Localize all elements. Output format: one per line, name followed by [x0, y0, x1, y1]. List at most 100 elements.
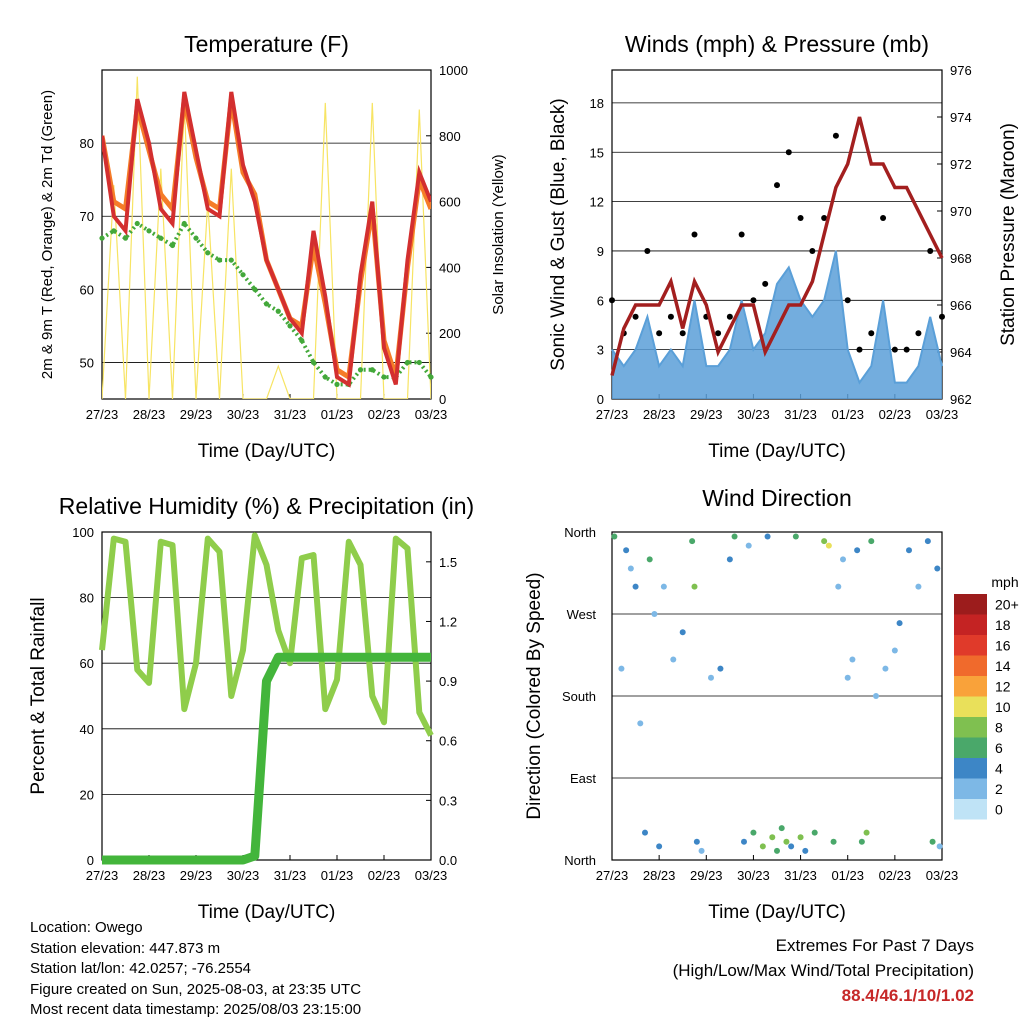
legend-label: 6 [995, 740, 1003, 756]
gust-point [679, 330, 686, 337]
direction-xtick-label: 27/23 [596, 868, 629, 883]
winds-y2tick-label: 974 [950, 110, 972, 125]
humidity-ytick-label: 20 [80, 787, 94, 802]
latlon-text: Station lat/lon: 42.0257; -76.2554 [30, 960, 252, 977]
direction-ytick-label: North [564, 853, 596, 868]
winds-ytick-label: 6 [597, 293, 604, 308]
humidity-y2tick-label: 0.9 [439, 674, 457, 689]
legend-label: 20+ [995, 596, 1019, 612]
gust-point [774, 182, 780, 189]
humidity-xtick-label: 03/23 [415, 868, 448, 883]
legend-label: 18 [995, 617, 1011, 633]
humidity-ytick-label: 100 [72, 525, 94, 540]
direction-point [660, 583, 667, 590]
legend-swatch [954, 778, 987, 799]
gust-point [797, 215, 804, 222]
direction-point [764, 533, 771, 540]
gust-point [821, 215, 828, 222]
gust-point [715, 330, 722, 337]
gust-point [844, 297, 851, 304]
temperature-xtick-label: 30/23 [227, 407, 260, 422]
temperature-xtick-label: 03/23 [415, 407, 448, 422]
direction-point [840, 556, 846, 563]
temperature-y2label: Solar Insolation (Yellow) [490, 154, 507, 314]
winds-ytick-label: 18 [590, 96, 604, 111]
direction-point [637, 720, 644, 727]
direction-point [691, 583, 698, 590]
winds-y2tick-label: 972 [950, 157, 972, 172]
direction-ytick-label: West [567, 607, 597, 622]
winds-xtick-label: 01/23 [831, 407, 864, 422]
humidity-xtick-label: 02/23 [368, 868, 401, 883]
direction-ytick-label: South [562, 689, 596, 704]
winds-y2tick-label: 966 [950, 298, 972, 313]
winds-xtick-label: 28/23 [643, 407, 676, 422]
winds-title: Winds (mph) & Pressure (mb) [625, 31, 929, 57]
gust-point [809, 247, 816, 254]
gust-point [609, 297, 615, 304]
created-text: Figure created on Sun, 2025-08-03, at 23… [30, 980, 362, 998]
direction-panel: Wind Direction Time (Day/UTC) Direction (C… [524, 485, 1019, 923]
temperature-ytick-label: 50 [80, 355, 94, 370]
direction-point [679, 629, 686, 636]
legend-label: 2 [995, 781, 1003, 797]
direction-point [858, 838, 865, 845]
direction-point [708, 674, 714, 681]
recent-text: Most recent data timestamp: 2025/08/03 2… [30, 1001, 362, 1018]
direction-point [929, 838, 936, 845]
direction-point [896, 620, 903, 627]
winds-ytick-label: 0 [597, 392, 604, 407]
gust-point [644, 247, 651, 254]
direction-point [741, 838, 747, 845]
pressure-line [610, 116, 944, 376]
extremes-subtitle: (High/Low/Max Wind/Total Precipitation) [672, 961, 974, 980]
direction-point [792, 533, 799, 540]
direction-point [821, 538, 828, 545]
gust-point [750, 297, 757, 304]
legend-swatch [954, 635, 987, 656]
gust-point [856, 346, 863, 353]
legend-swatch [954, 717, 987, 738]
gust-point [927, 247, 934, 254]
winds-xtick-label: 03/23 [926, 407, 959, 422]
winds-y2tick-label: 976 [950, 63, 972, 78]
legend-label: 10 [995, 699, 1011, 715]
station-info: Location: Owego Station elevation: 447.8… [30, 918, 361, 1021]
temperature-ytick-label: 70 [80, 209, 94, 224]
legend-label: 8 [995, 719, 1003, 735]
direction-point [835, 583, 842, 590]
winds-ytick-label: 9 [597, 244, 604, 259]
direction-point [854, 547, 861, 554]
gust-point [832, 132, 839, 139]
winds-xtick-label: 31/23 [784, 407, 817, 422]
direction-point [698, 847, 705, 854]
direction-point [849, 656, 856, 663]
direction-point [759, 843, 766, 850]
direction-xtick-label: 30/23 [737, 868, 770, 883]
temp2m-line [102, 91, 431, 388]
direction-point [618, 665, 625, 672]
gust-point [939, 313, 945, 320]
humidity-ytick-label: 0 [87, 853, 94, 868]
winds-xlabel: Time (Day/UTC) [708, 441, 846, 462]
humidity-xtick-label: 28/23 [133, 868, 166, 883]
direction-point [811, 829, 818, 836]
direction-point [651, 611, 658, 617]
direction-ytick-label: North [564, 525, 596, 540]
humidity-xtick-label: 29/23 [180, 868, 213, 883]
winds-y2tick-label: 968 [950, 251, 972, 266]
rh-line [99, 532, 434, 737]
winds-xtick-label: 27/23 [596, 407, 629, 422]
direction-point [632, 583, 639, 590]
direction-point [788, 843, 795, 850]
humidity-xlabel: Time (Day/UTC) [198, 902, 336, 923]
temperature-y2tick-label: 400 [439, 260, 461, 275]
gust-point [880, 215, 887, 222]
gust-point [915, 330, 922, 337]
winds-y2label: Station Pressure (Maroon) [998, 123, 1019, 346]
gust-point [785, 149, 792, 156]
humidity-ylabel: Percent & Total Rainfall [28, 597, 49, 794]
gust-point [691, 231, 698, 238]
direction-point [627, 565, 634, 572]
